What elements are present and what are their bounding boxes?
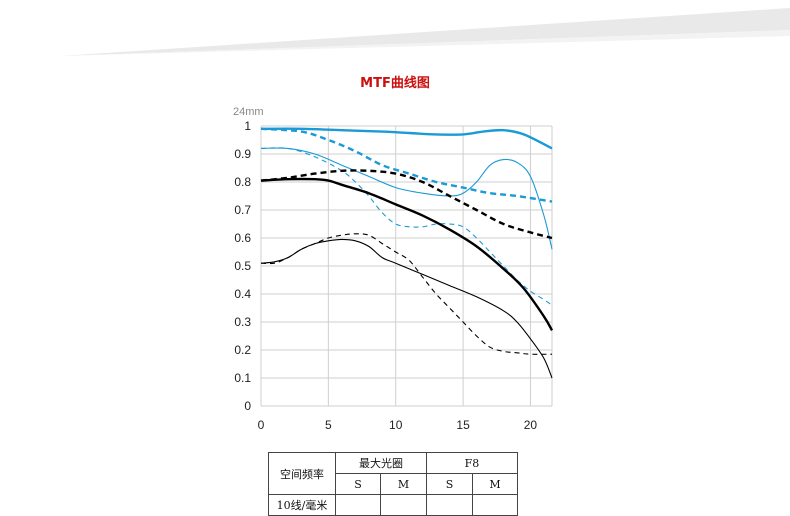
- chart-title: MTF曲线图: [360, 76, 430, 91]
- mtf-series-black-thick-solid: [260, 177, 554, 331]
- y-tick-label: 0.8: [234, 175, 251, 189]
- sub-header-s1: S: [335, 473, 381, 495]
- y-tick-label: 0: [244, 399, 251, 413]
- x-tick-label: 10: [389, 418, 403, 432]
- header-banner: [0, 0, 790, 56]
- table-cell: [335, 494, 381, 516]
- table-cell: [380, 494, 427, 516]
- mtf-series-blue-thick-solid: [260, 127, 553, 150]
- spec-table: 空间频率 最大光圈 F8 S M S M 10线/毫米: [268, 452, 518, 516]
- mtf-chart: 00.10.20.30.40.50.60.70.80.910 5 10 15 2024m…: [233, 106, 554, 432]
- sub-header-s2: S: [426, 473, 473, 495]
- y-tick-label: 0.5: [234, 259, 251, 273]
- y-tick-label: 0.1: [234, 371, 251, 385]
- table-cell: [426, 494, 473, 516]
- y-tick-label: 0.2: [234, 343, 251, 357]
- sub-header-m2: M: [472, 473, 518, 495]
- f8-header: F8: [426, 452, 518, 474]
- y-tick-label: 0.9: [234, 147, 251, 161]
- mtf-series-blue-thin-solid: [260, 147, 553, 250]
- sub-header-m1: M: [380, 473, 427, 495]
- x-tick-label: 15: [456, 418, 470, 432]
- y-tick-label: 0.6: [234, 231, 251, 245]
- y-tick-label: 0.4: [234, 287, 251, 301]
- x-tick-label: 0: [258, 418, 265, 432]
- mtf-series-black-thick-dashed: [260, 169, 553, 240]
- mtf-series-black-thin-solid: [260, 238, 553, 379]
- row-label-10lpmm: 10线/毫米: [268, 494, 336, 516]
- y-tick-label: 0.3: [234, 315, 251, 329]
- spatial-frequency-header: 空间频率: [268, 452, 336, 495]
- y-tick-label: 1: [244, 119, 251, 133]
- mtf-series-black-thin-dashed: [260, 233, 553, 355]
- x-tick-label: 5: [325, 418, 332, 432]
- mtf-series-blue-thick-dashed: [260, 127, 553, 203]
- x-tick-label: 20: [524, 418, 538, 432]
- y-tick-label: 0.7: [234, 203, 251, 217]
- table-cell: [472, 494, 518, 516]
- focal-length-label: 24mm: [233, 106, 264, 118]
- max-aperture-header: 最大光圈: [335, 452, 427, 474]
